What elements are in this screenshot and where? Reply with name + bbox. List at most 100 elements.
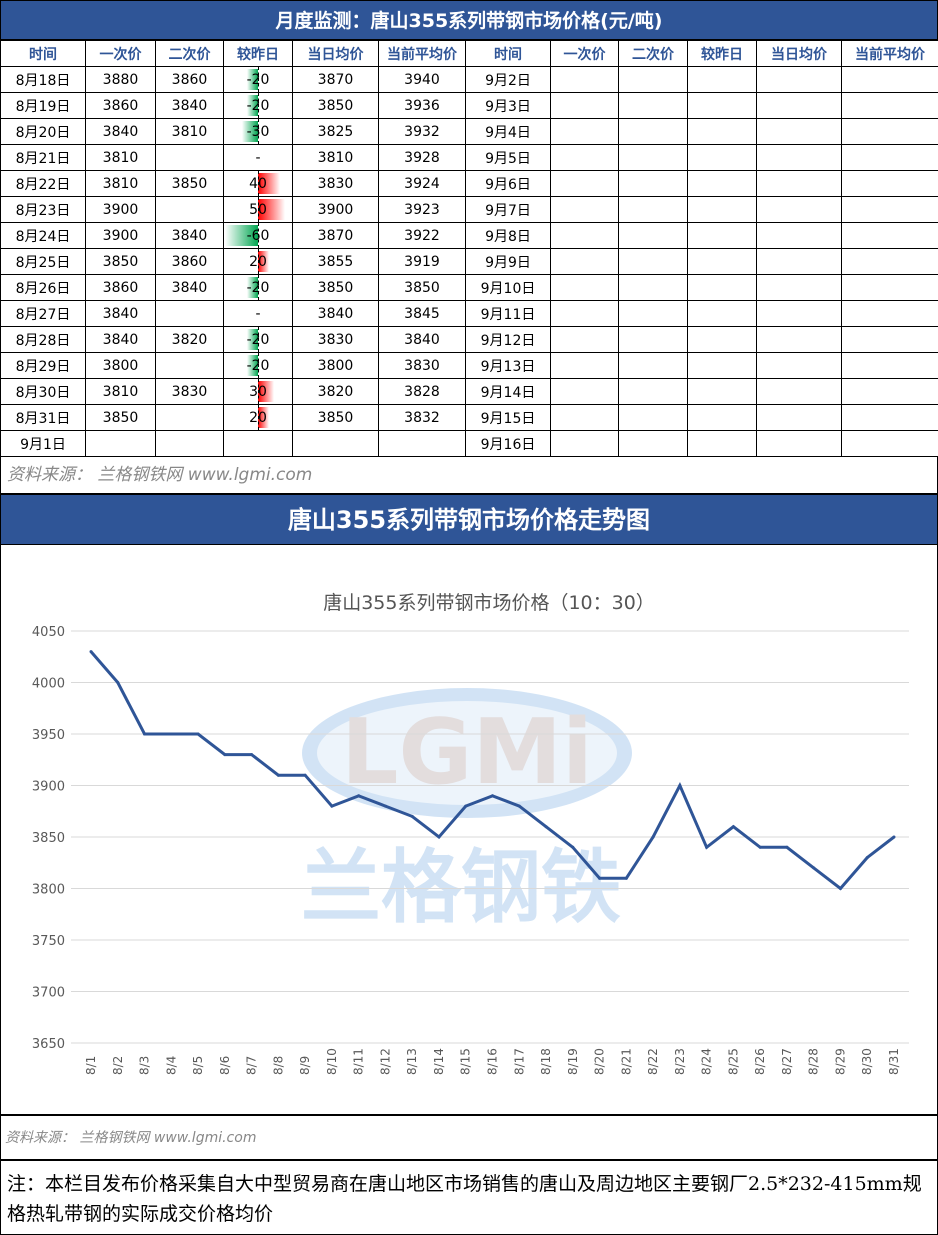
bar-axis <box>258 405 259 430</box>
table-cell <box>618 248 688 275</box>
table-cell <box>687 326 757 353</box>
data-point <box>223 753 227 757</box>
table-cell: - <box>223 144 293 171</box>
table-cell <box>841 66 938 93</box>
table-cell: 9月7日 <box>465 196 551 223</box>
table-cell: 3820 <box>155 326 224 353</box>
column-header: 二次价 <box>155 40 224 67</box>
x-tick-label: 8/3 <box>138 1056 152 1075</box>
table-cell <box>687 144 757 171</box>
table-row: 8月19日 3860 3840 -20 3850 3936 9月3日 <box>0 92 938 119</box>
svg-text:兰格钢铁: 兰格钢铁 <box>301 840 621 934</box>
change-value: -20 <box>246 97 270 114</box>
table-cell <box>550 92 619 119</box>
table-cell: 3800 <box>85 352 156 379</box>
table-cell: 40 <box>223 170 293 197</box>
table-cell: 20 <box>223 404 293 431</box>
table-cell: 8月26日 <box>0 274 86 301</box>
data-point <box>651 835 655 839</box>
table-cell: 9月3日 <box>465 92 551 119</box>
data-point <box>865 856 869 860</box>
table-cell: 3860 <box>155 248 224 275</box>
table-cell <box>841 222 938 249</box>
table-cell <box>550 352 619 379</box>
table-cell: 3928 <box>378 144 466 171</box>
table-cell: 3830 <box>292 326 379 353</box>
table-cell: 3840 <box>85 300 156 327</box>
bar-axis <box>258 223 259 248</box>
table-cell <box>687 196 757 223</box>
bar-axis <box>258 249 259 274</box>
data-bar <box>225 225 258 246</box>
column-header: 较昨日 <box>223 40 293 67</box>
column-header: 当前平均价 <box>378 40 466 67</box>
data-bar <box>247 277 258 298</box>
table-row: 8月21日 3810-3810 3928 9月5日 <box>0 144 938 171</box>
table-cell: 3800 <box>292 352 379 379</box>
table-cell <box>618 378 688 405</box>
table-cell <box>550 326 619 353</box>
change-value: -20 <box>246 71 270 88</box>
table-cell <box>550 144 619 171</box>
x-tick-label: 8/19 <box>566 1048 580 1075</box>
bar-axis <box>258 275 259 300</box>
table-cell: 3850 <box>155 170 224 197</box>
y-tick-label: 3900 <box>32 780 65 795</box>
table-cell: 3840 <box>155 222 224 249</box>
table-cell <box>618 170 688 197</box>
table-cell <box>756 430 842 457</box>
data-point <box>892 835 896 839</box>
column-header: 当日均价 <box>292 40 379 67</box>
table-cell <box>841 430 938 457</box>
table-cell <box>85 430 156 457</box>
x-tick-label: 8/14 <box>432 1048 446 1075</box>
table-cell <box>550 222 619 249</box>
table-cell <box>550 274 619 301</box>
table-cell: 8月23日 <box>0 196 86 223</box>
line-chart: LGMi 兰格钢铁 唐山355系列带钢市场价格（10：30） 3650 3700 3… <box>32 592 909 1075</box>
column-header: 当前平均价 <box>841 40 938 67</box>
table-cell <box>618 92 688 119</box>
data-bar <box>258 407 269 428</box>
table-cell <box>756 170 842 197</box>
table-cell: 9月4日 <box>465 118 551 145</box>
table-cell <box>687 66 757 93</box>
table-cell <box>841 92 938 119</box>
table-cell <box>756 144 842 171</box>
table-cell: 9月1日 <box>0 430 86 457</box>
table-cell: 3860 <box>155 66 224 93</box>
data-point <box>544 825 548 829</box>
footnote: 注：本栏目发布价格采集自大中型贸易商在唐山地区市场销售的唐山及周边地区主要钢厂2… <box>0 1160 938 1235</box>
data-point <box>143 732 147 736</box>
table-row: 8月31日 3850 20 3850 3832 9月15日 <box>0 404 938 431</box>
table-cell: 3850 <box>292 274 379 301</box>
table-cell <box>756 352 842 379</box>
x-tick-label: 8/29 <box>833 1048 847 1075</box>
data-point <box>169 732 173 736</box>
data-point <box>598 876 602 880</box>
table-cell: 3936 <box>378 92 466 119</box>
table-cell <box>841 274 938 301</box>
x-tick-label: 8/31 <box>887 1048 901 1075</box>
table-cell: 20 <box>223 248 293 275</box>
table-cell: 9月5日 <box>465 144 551 171</box>
data-bar <box>247 355 258 376</box>
table-cell <box>618 196 688 223</box>
data-bar <box>241 121 258 142</box>
table-cell <box>687 378 757 405</box>
table-cell: 9月10日 <box>465 274 551 301</box>
table-title: 月度监测：唐山355系列带钢市场价格(元/吨) <box>0 0 938 40</box>
table-cell: 8月25日 <box>0 248 86 275</box>
table-cell <box>618 404 688 431</box>
table-row: 8月22日 3810 3850 40 3830 3924 9月6日 <box>0 170 938 197</box>
change-value: -60 <box>246 227 270 244</box>
table-row: 8月18日 3880 3860 -20 3870 3940 9月2日 <box>0 66 938 93</box>
table-cell: 3810 <box>292 144 379 171</box>
x-tick-label: 8/11 <box>352 1048 366 1075</box>
x-tick-label: 8/4 <box>164 1056 178 1075</box>
data-point <box>410 814 414 818</box>
data-point <box>758 845 762 849</box>
data-point <box>250 753 254 757</box>
table-cell <box>550 118 619 145</box>
data-point <box>276 773 280 777</box>
